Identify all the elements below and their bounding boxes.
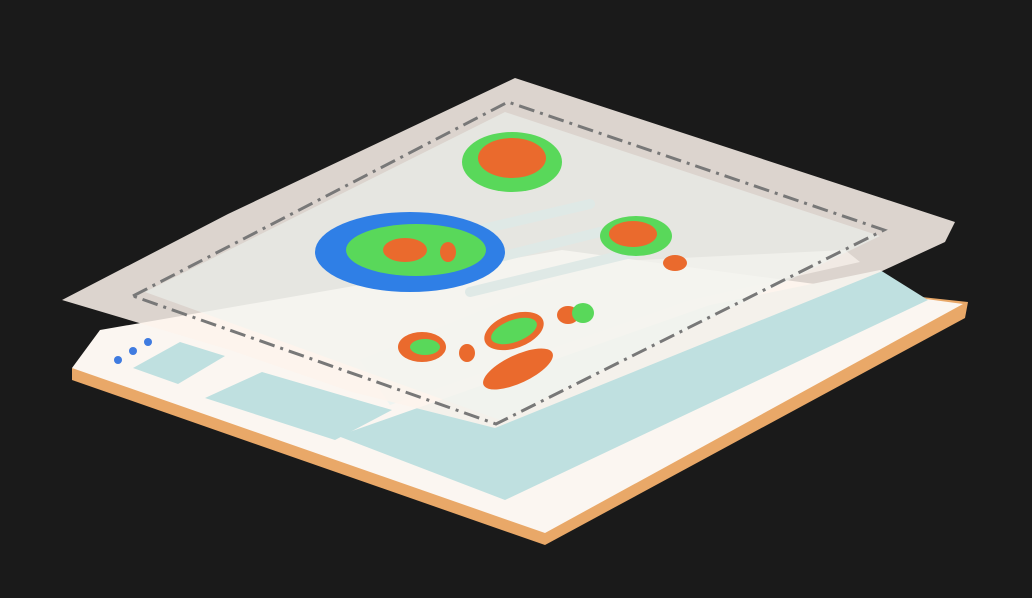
overlay-inner-panel [145, 112, 880, 420]
overlay-sheet-layer [62, 78, 955, 428]
heatmap-hotspot-lower-center [484, 311, 544, 351]
heatmap-dot-right-small [663, 255, 687, 271]
heatmap-hotspot-lower-bar [483, 348, 553, 390]
heatmap-hotspot-lower-pair [557, 303, 594, 324]
heatmap-hotspot-right [600, 216, 672, 256]
content-block-main [338, 270, 928, 500]
three-dot-window-controls-icon [114, 338, 152, 364]
heatmap-hotspot-top [462, 132, 562, 192]
heatmap-blobs [315, 132, 687, 390]
heatmap-dot-lower [459, 344, 475, 362]
dashed-selection-border [129, 100, 888, 426]
content-block-small [133, 342, 225, 384]
heatmap-hotspot-lower-left [398, 332, 446, 362]
heatmap-hotspot-large [315, 212, 505, 292]
content-block-sidebar [205, 372, 392, 440]
overlay-text-line-1 [465, 199, 595, 237]
